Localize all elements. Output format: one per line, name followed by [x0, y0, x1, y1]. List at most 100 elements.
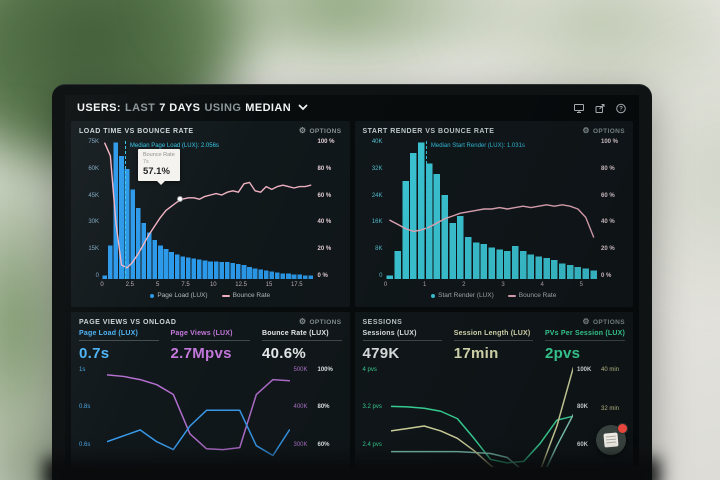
axis-tick: 60K — [88, 165, 99, 172]
page-views-lines — [107, 367, 290, 467]
legend-item[interactable]: Page Load (LUX) — [150, 292, 208, 299]
panel-load-time-vs-bounce-rate: LOAD TIME VS BOUNCE RATE ⚙ OPTIONS 75K 60… — [71, 121, 350, 307]
axis-tick: 60 % — [601, 192, 615, 199]
x-axis-tick: 3 — [501, 282, 505, 288]
legend-marker — [221, 294, 230, 297]
axis-tick: 8K — [375, 246, 383, 253]
axis-tick: 80K — [577, 404, 589, 411]
tooltip-title: Bounce Rate — [142, 151, 175, 158]
axis-tick: 24K — [371, 192, 383, 199]
axis-tick: 40 min — [601, 367, 620, 373]
metric-value: 2.7Mpvs — [170, 345, 232, 362]
panel-title: START RENDER VS BOUNCE RATE — [362, 127, 495, 135]
axis-tick: 32K — [371, 165, 383, 172]
monitor-icon[interactable] — [573, 103, 585, 114]
x-axis-tick: 17.5 — [290, 282, 303, 288]
metric-label: Session Length (LUX) — [453, 330, 533, 341]
title-segment: USING — [204, 102, 242, 114]
axis-tick: 40K — [371, 139, 383, 145]
x-axis-tick: 2.5 — [125, 282, 134, 288]
legend-item[interactable]: Bounce Rate — [507, 292, 556, 299]
metric-label: Page Load (LUX) — [79, 330, 159, 341]
page-views-chart[interactable] — [107, 367, 290, 467]
metric: Page Load (LUX) 0.7s — [79, 330, 159, 362]
legend-label: Page Load (LUX) — [157, 292, 208, 299]
legend-marker — [150, 293, 155, 298]
panel-title: PAGE VIEWS VS ONLOAD — [79, 318, 177, 326]
axis-tick: 3.2 pvs — [362, 404, 382, 411]
axis-tick: 1s — [79, 367, 86, 373]
legend-item[interactable]: Bounce Rate — [221, 292, 270, 299]
load-time-chart[interactable]: Median Page Load (LUX): 2.056s Bounce Ra… — [102, 139, 314, 279]
chart-legend: Start Render (LUX) Bounce Rate — [363, 290, 626, 299]
gear-icon: ⚙ — [298, 317, 307, 326]
axis-tick: 40 % — [317, 219, 332, 226]
x-axis-tick: 5 — [155, 282, 160, 288]
y-axis-left: 40K 32K 24K 16K 8K 0 — [363, 139, 386, 279]
chat-widget[interactable] — [596, 423, 628, 455]
notification-badge — [617, 423, 628, 434]
start-render-chart[interactable]: Median Start Render (LUX): 1.031s — [386, 139, 598, 279]
axis-tick: 60 % — [317, 192, 332, 199]
axis-tick: 15K — [88, 246, 99, 253]
axis-tick: 100 % — [601, 139, 619, 145]
legend-item[interactable]: Start Render (LUX) — [431, 292, 494, 299]
panel-title: SESSIONS — [362, 318, 403, 326]
axis-tick: 20 % — [601, 246, 615, 253]
laptop-hinge-blur — [44, 458, 660, 480]
axis-tick: 300K — [293, 441, 308, 448]
x-axis-tick: 5 — [579, 282, 583, 288]
axis-tick: 80% — [317, 404, 330, 411]
laptop: USERS: LAST 7 DAYS USING MEDIAN — [52, 84, 652, 480]
gear-icon: ⚙ — [298, 126, 307, 135]
axis-tick: 400K — [293, 404, 308, 411]
panel-page-views-vs-onload: PAGE VIEWS VS ONLOAD ⚙ OPTIONS Page Load… — [71, 312, 350, 467]
axis-tick: 16K — [371, 219, 383, 226]
axis-tick: 40 % — [601, 219, 615, 226]
panel-start-render-vs-bounce-rate: START RENDER VS BOUNCE RATE ⚙ OPTIONS 40… — [354, 121, 633, 307]
tooltip: Bounce Rate 7s 57.1% — [137, 148, 180, 181]
axis-tick: 100K — [577, 367, 592, 373]
options-button[interactable]: ⚙ OPTIONS — [298, 317, 342, 326]
topbar-icons: ? — [573, 103, 627, 114]
axis-tick: 0 % — [601, 272, 612, 279]
tooltip-dot — [176, 196, 183, 203]
x-axis-tick: 15 — [265, 282, 273, 288]
start-render-histogram — [386, 142, 597, 279]
y-axis-right: 100 % 80 % 60 % 40 % 20 % 0 % — [597, 139, 625, 279]
y-axis-right: 500K400K300K200K 100%80%60%40% — [290, 367, 342, 467]
median-line: Median Start Render (LUX): 1.031s — [425, 141, 525, 279]
options-button[interactable]: ⚙ OPTIONS — [298, 126, 342, 135]
sessions-chart[interactable] — [391, 367, 574, 467]
axis-tick: 32 min — [601, 406, 620, 413]
x-axis-tick: 0 — [383, 282, 388, 288]
y-axis-left: 75K 60K 45K 30K 15K 0 — [79, 139, 102, 279]
date-range-dropdown[interactable]: USERS: LAST 7 DAYS USING MEDIAN — [77, 102, 308, 114]
help-icon[interactable]: ? — [615, 103, 627, 114]
options-button[interactable]: ⚙ OPTIONS — [582, 126, 625, 135]
axis-tick: 0 % — [317, 272, 328, 279]
x-axis: 0 2.5 5 7.5 10 12.5 15 17.5 — [100, 280, 314, 290]
options-button[interactable]: ⚙ OPTIONS — [582, 317, 625, 326]
axis-tick: 100% — [317, 367, 333, 373]
metric-label: PVs Per Session (LUX) — [544, 330, 625, 341]
axis-tick: 0.8s — [79, 404, 91, 411]
title-segment: USERS: — [77, 102, 121, 114]
dashboard-topbar: USERS: LAST 7 DAYS USING MEDIAN — [65, 95, 639, 121]
y-axis-left: 1s0.8s0.6s0.4s — [79, 367, 107, 467]
chat-note-icon — [603, 432, 619, 448]
tooltip-value: 57.1% — [142, 165, 170, 177]
share-icon[interactable] — [594, 103, 606, 114]
metric-value: 479K — [362, 345, 400, 362]
panel-sessions: SESSIONS ⚙ OPTIONS Sessions (LUX) 479K Ses… — [354, 312, 633, 467]
gear-icon: ⚙ — [582, 126, 590, 135]
svg-text:?: ? — [619, 105, 623, 112]
metric-value: 40.6% — [262, 345, 307, 362]
axis-tick: 30K — [88, 219, 99, 226]
x-axis-tick: 7.5 — [181, 282, 190, 288]
chart-legend: Page Load (LUX) Bounce Rate — [79, 290, 342, 299]
metric: PVs Per Session (LUX) 2pvs — [544, 330, 625, 362]
axis-tick: 20 % — [317, 246, 332, 253]
chevron-down-icon — [298, 102, 308, 114]
